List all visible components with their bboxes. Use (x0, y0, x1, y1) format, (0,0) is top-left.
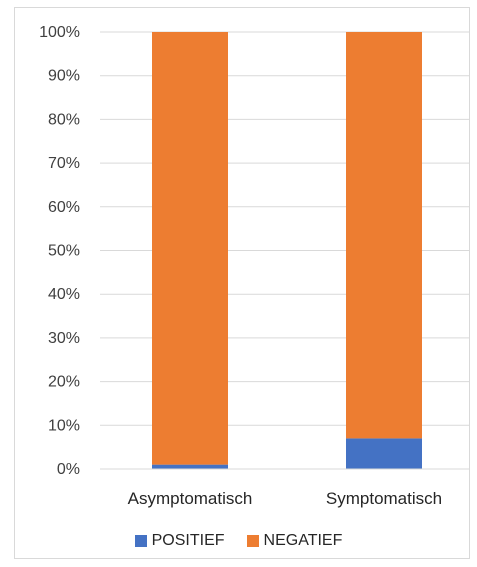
bars (152, 32, 422, 469)
legend-label-negatief: NEGATIEF (263, 532, 343, 549)
x-category-label: Symptomatisch (326, 489, 442, 508)
x-axis-category-labels: Asymptomatisch Symptomatisch (128, 489, 442, 508)
y-tick-label: 40% (48, 286, 80, 303)
bar-positief-asymptomatisch (152, 464, 228, 469)
y-tick-label: 70% (48, 155, 80, 172)
bar-negatief-asymptomatisch (152, 32, 228, 465)
y-tick-label: 20% (48, 374, 80, 391)
legend-label-positief: POSITIEF (151, 532, 225, 549)
y-tick-label: 0% (57, 461, 80, 478)
y-tick-label: 10% (48, 417, 80, 434)
legend-swatch-negatief (246, 535, 259, 547)
legend-swatch-positief (134, 535, 147, 547)
y-tick-label: 30% (48, 330, 80, 347)
y-tick-label: 100% (39, 24, 80, 41)
legend-item-positief: POSITIEF (134, 532, 225, 550)
y-tick-label: 80% (48, 111, 80, 128)
y-tick-label: 90% (48, 68, 80, 85)
legend: POSITIEF NEGATIEF (0, 532, 477, 550)
legend-item-negatief: NEGATIEF (246, 532, 343, 550)
bar-positief-symptomatisch (346, 438, 422, 469)
y-axis-ticks: 0% 10% 20% 30% 40% 50% 60% 70% 80% 90% 100% (39, 24, 80, 478)
bar-negatief-symptomatisch (346, 32, 422, 439)
y-tick-label: 60% (48, 199, 80, 216)
x-category-label: Asymptomatisch (128, 489, 253, 508)
y-tick-label: 50% (48, 243, 80, 260)
